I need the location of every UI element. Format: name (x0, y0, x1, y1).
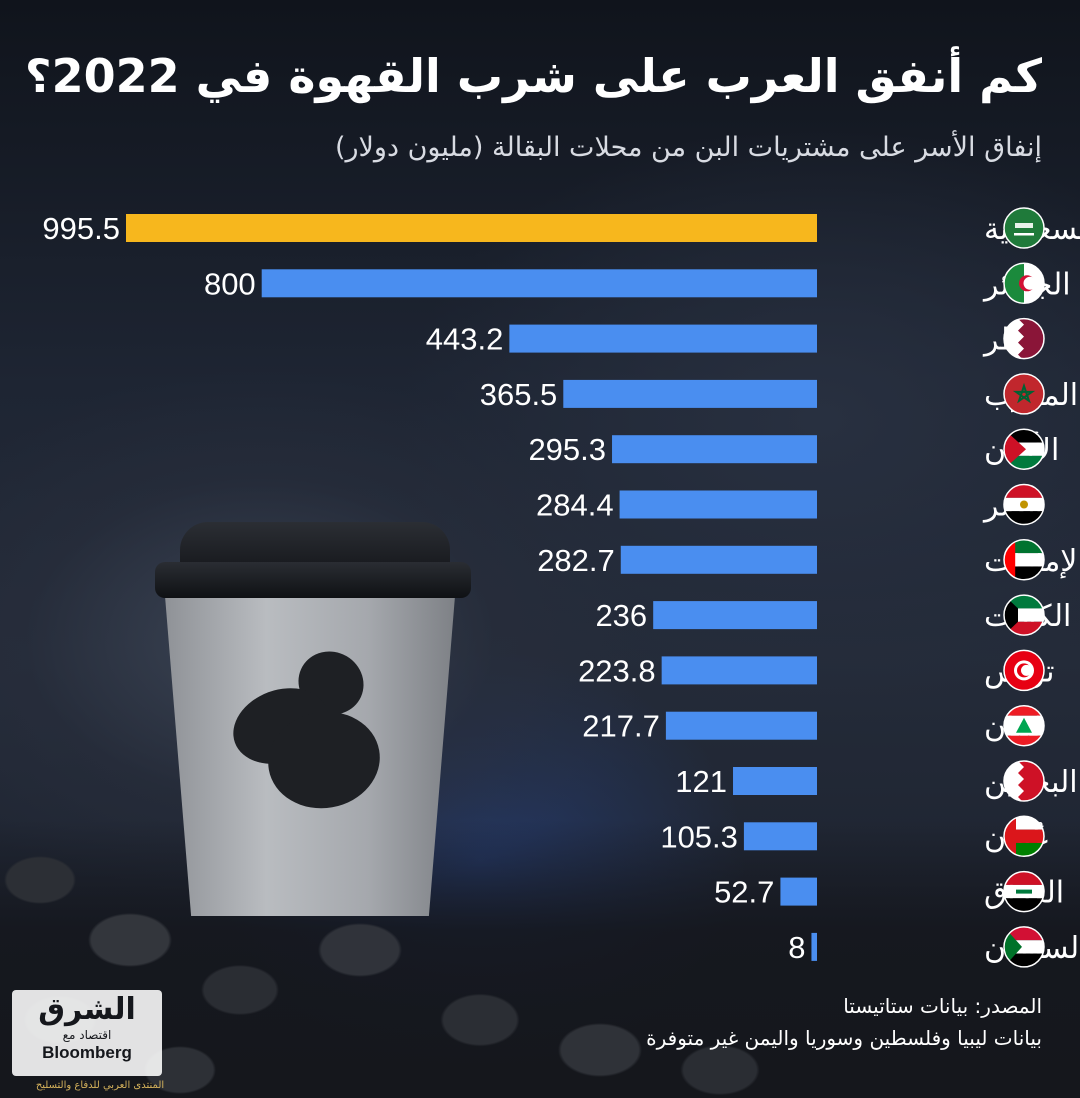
flag-jordan-icon (1003, 428, 1045, 470)
bar-row: 52.7العراق (714, 870, 1064, 913)
bar-row: 8السودان (788, 926, 1080, 968)
bar-value-label: 282.7 (537, 543, 615, 578)
bar (811, 932, 817, 961)
bar-row: 236الكويت (595, 594, 1071, 636)
bar (743, 822, 817, 851)
bar-value-label: 121 (675, 764, 727, 799)
source-note: المصدر: بيانات ستاتيستا بيانات ليبيا وفل… (200, 990, 1042, 1054)
chart-subtitle: إنفاق الأسر على مشتريات البن من محلات ال… (334, 132, 1042, 163)
flag-egypt-icon (1003, 483, 1045, 526)
bar-row: 217.7لبنان (582, 704, 1045, 747)
flag-uae-icon (1003, 539, 1045, 581)
bar (661, 656, 817, 685)
bar-value-label: 52.7 (714, 875, 774, 910)
bar-value-label: 223.8 (578, 653, 656, 688)
source-text: المصدر: بيانات ستاتيستا (843, 994, 1042, 1018)
bar (563, 379, 817, 408)
bar-value-label: 995.5 (42, 211, 120, 246)
coffee-cup-lid-rim (155, 562, 471, 598)
bar-row: 443.2قطر (426, 317, 1045, 360)
flag-qatar-icon (1003, 317, 1045, 360)
bar (653, 601, 817, 630)
bar (665, 711, 817, 740)
flag-algeria-icon (1003, 262, 1045, 305)
flag-oman-icon (1003, 815, 1045, 858)
bar-value-label: 284.4 (536, 488, 614, 523)
logo-sub-text: اقتصاد مع (62, 1028, 112, 1042)
bar-value-label: 217.7 (582, 709, 660, 744)
missing-data-note: بيانات ليبيا وفلسطين وسوريا واليمن غير م… (646, 1026, 1042, 1050)
bar-row: 105.3عُمان (660, 815, 1050, 858)
bar-row: 121البحرين (675, 760, 1078, 802)
bar-row: 800الجزائر (204, 262, 1071, 305)
asharq-bloomberg-logo: الشرق اقتصاد مع Bloomberg (12, 990, 162, 1076)
flag-morocco-icon (1003, 373, 1045, 415)
bar (620, 545, 817, 574)
bar (733, 767, 817, 795)
bar-row: 284.4مصر (536, 483, 1045, 526)
bar-value-label: 800 (204, 266, 256, 301)
bar-row: 995.5السعودية (42, 207, 1080, 249)
flag-lebanon-icon (1003, 704, 1045, 747)
bar-value-label: 443.2 (426, 322, 504, 357)
bar-row: 282.7الإمارات (537, 539, 1080, 581)
bar (619, 490, 817, 519)
logo-brand-text: Bloomberg (42, 1043, 132, 1062)
flag-tunisia-icon (1003, 649, 1045, 692)
flag-iraq-icon (1003, 870, 1045, 913)
flag-sudan-icon (1003, 926, 1045, 968)
bar-row: 365.5المغرب (480, 373, 1078, 415)
bar-row: 223.8تونس (578, 649, 1054, 692)
flag-saudi-arabia-icon (1003, 207, 1045, 249)
bar (780, 877, 817, 906)
bar-row: 295.3الأردن (528, 428, 1059, 470)
bar (509, 324, 817, 353)
chart-title: كم أنفق العرب على شرب القهوة في 2022؟ (24, 49, 1042, 103)
watermark: المنتدى العربي للدفاع والتسليح (35, 1080, 165, 1091)
bar (612, 435, 817, 464)
flag-kuwait-icon (1003, 594, 1045, 636)
bar-value-label: 8 (788, 930, 805, 965)
bar (261, 269, 817, 298)
bar-value-label: 236 (595, 598, 647, 633)
bar (126, 214, 817, 242)
bar-value-label: 295.3 (528, 432, 606, 467)
bar-value-label: 365.5 (480, 377, 558, 412)
coffee-beans-illustration (0, 820, 1080, 1098)
flag-bahrain-icon (1003, 760, 1045, 802)
bar-value-label: 105.3 (660, 819, 738, 854)
logo-main-text: الشرق (38, 992, 136, 1027)
